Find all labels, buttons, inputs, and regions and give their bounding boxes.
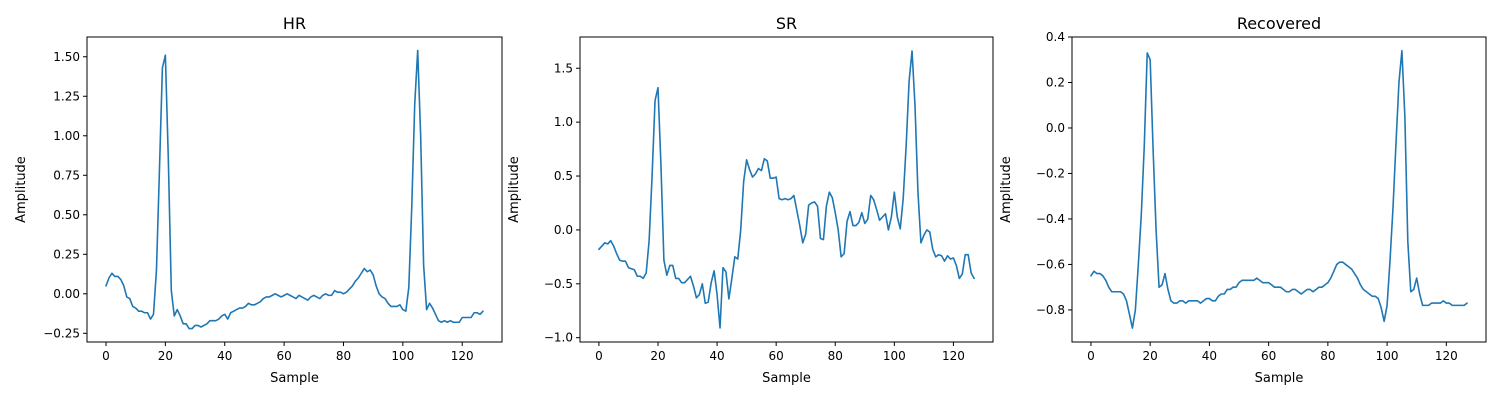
x-tick-label: 40 bbox=[1202, 349, 1217, 363]
series-line bbox=[598, 50, 975, 329]
y-tick-label: 1.50 bbox=[53, 50, 80, 64]
y-tick-label: 0.00 bbox=[53, 287, 80, 301]
y-tick-label: 1.0 bbox=[554, 115, 573, 129]
y-tick-label: 0.0 bbox=[554, 223, 573, 237]
y-tick-label: 0.2 bbox=[1046, 75, 1065, 89]
y-tick-label: −1.0 bbox=[544, 331, 573, 345]
x-tick-label: 100 bbox=[391, 349, 414, 363]
x-tick-label: 60 bbox=[769, 349, 784, 363]
series-line bbox=[1090, 49, 1468, 329]
subplot-2: 0 20 40 60 80 100 120 −1.0 −0.5 0.0 0.5 1.0 1.5 SR Sam… bbox=[507, 14, 994, 386]
x-tick-label: 20 bbox=[1143, 349, 1158, 363]
y-tick-label: 0.4 bbox=[1046, 30, 1065, 44]
y-axis-label: Amplitude bbox=[507, 156, 522, 223]
plot-frame bbox=[1071, 36, 1487, 343]
x-tick-label: 0 bbox=[1087, 349, 1095, 363]
y-tick-label: 1.25 bbox=[53, 89, 80, 103]
subplot-3: 0 20 40 60 80 100 120 −0.8 −0.6 −0.4 −0.2 0.0 0.2 0.4… bbox=[999, 14, 1487, 386]
x-tick-label: 0 bbox=[102, 349, 110, 363]
y-tick-label: −0.4 bbox=[1036, 212, 1065, 226]
y-tick-label: 1.5 bbox=[554, 61, 573, 75]
x-axis-label: Sample bbox=[1255, 371, 1304, 386]
plot-frame bbox=[579, 36, 994, 343]
x-tick-label: 80 bbox=[1320, 349, 1335, 363]
plot-frame bbox=[86, 36, 503, 343]
x-tick-label: 60 bbox=[276, 349, 291, 363]
x-axis-label: Sample bbox=[762, 371, 811, 386]
y-axis-label: Amplitude bbox=[14, 156, 29, 223]
y-tick-label: −0.8 bbox=[1036, 303, 1065, 317]
chart-title: Recovered bbox=[1237, 14, 1321, 33]
y-tick-label: −0.5 bbox=[544, 277, 573, 291]
x-tick-label: 60 bbox=[1261, 349, 1276, 363]
x-tick-label: 40 bbox=[217, 349, 232, 363]
x-tick-label: 100 bbox=[1376, 349, 1399, 363]
subplot-1: 0 20 40 60 80 100 120 −0.25 0.00 0.25 0.50 0.75 1.00… bbox=[14, 14, 503, 386]
y-tick-label: −0.2 bbox=[1036, 166, 1065, 180]
y-tick-label: 0.75 bbox=[53, 168, 80, 182]
y-tick-label: −0.6 bbox=[1036, 257, 1065, 271]
y-tick-label: 0.5 bbox=[554, 169, 573, 183]
y-tick-label: 0.0 bbox=[1046, 121, 1065, 135]
chart-title: SR bbox=[776, 14, 797, 33]
series-line bbox=[105, 49, 484, 330]
x-tick-label: 20 bbox=[158, 349, 173, 363]
x-tick-label: 0 bbox=[595, 349, 603, 363]
y-tick-label: 0.25 bbox=[53, 247, 80, 261]
x-tick-label: 80 bbox=[336, 349, 351, 363]
x-tick-label: 20 bbox=[650, 349, 665, 363]
x-axis-label: Sample bbox=[270, 371, 319, 386]
x-tick-label: 120 bbox=[942, 349, 965, 363]
y-axis-label: Amplitude bbox=[999, 156, 1014, 223]
x-tick-label: 40 bbox=[709, 349, 724, 363]
chart-title: HR bbox=[283, 14, 306, 33]
x-tick-label: 100 bbox=[883, 349, 906, 363]
x-tick-label: 120 bbox=[451, 349, 474, 363]
x-tick-label: 80 bbox=[828, 349, 843, 363]
x-tick-label: 120 bbox=[1435, 349, 1458, 363]
y-tick-label: −0.25 bbox=[43, 326, 80, 340]
y-tick-label: 0.50 bbox=[53, 208, 80, 222]
y-tick-label: 1.00 bbox=[53, 129, 80, 143]
